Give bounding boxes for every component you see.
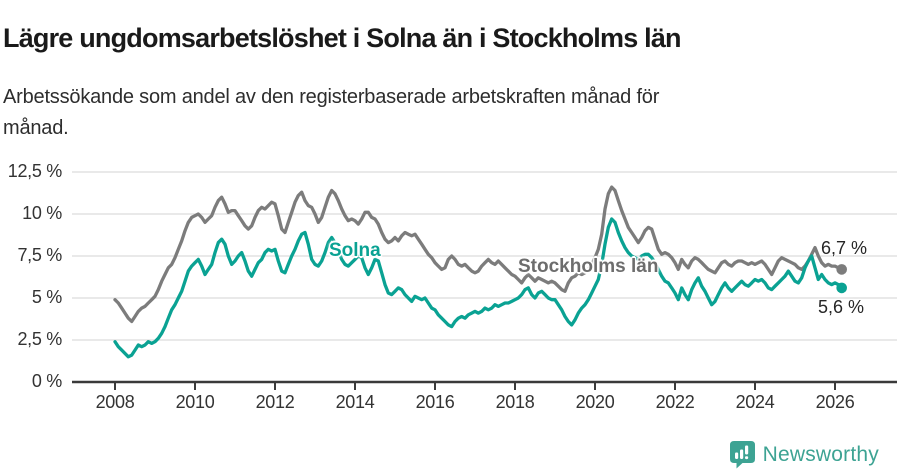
x-axis-tick-label: 2016 (415, 392, 455, 412)
y-axis-tick-label: 10 % (22, 203, 62, 223)
x-axis-tick-label: 2012 (255, 392, 295, 412)
y-axis-tick-label: 12,5 % (7, 161, 63, 181)
x-axis-tick-label: 2024 (735, 392, 775, 412)
series-label-stockholms-lan: Stockholms län (518, 256, 659, 277)
page-subtitle: Arbetssökande som andel av den registerb… (3, 86, 660, 139)
end-value-label-solna: 5,6 % (818, 297, 865, 317)
x-axis-tick-label: 2010 (175, 392, 215, 412)
y-axis-tick-label: 7,5 % (17, 245, 62, 265)
brand-name: Newsworthy (762, 442, 879, 466)
x-axis-tick-label: 2008 (95, 392, 135, 412)
series-end-dot-solna (836, 282, 847, 294)
x-axis-tick-label: 2026 (815, 392, 855, 412)
x-axis-tick-label: 2018 (495, 392, 535, 412)
x-axis-tick-label: 2022 (655, 392, 695, 412)
y-axis-tick-label: 2,5 % (17, 329, 62, 349)
newsworthy-logo: Newsworthy (729, 440, 879, 469)
series-line-solna (113, 217, 844, 359)
page-title: Lägre ungdomsarbetslöshet i Solna än i S… (3, 23, 682, 54)
series-line-stockholms-l-n (113, 185, 844, 324)
bar-chart-speech-bubble-icon (729, 441, 755, 469)
end-value-label-stockholms-lan: 6,7 % (821, 238, 868, 258)
x-axis-tick-label: 2020 (575, 392, 615, 412)
x-axis-tick-label: 2014 (335, 392, 375, 412)
y-axis-tick-label: 5 % (31, 287, 62, 307)
y-axis-tick-label: 0 % (31, 371, 62, 391)
series-end-dot-stockholms-l-n (836, 264, 847, 275)
series-label-solna: Solna (329, 240, 381, 261)
